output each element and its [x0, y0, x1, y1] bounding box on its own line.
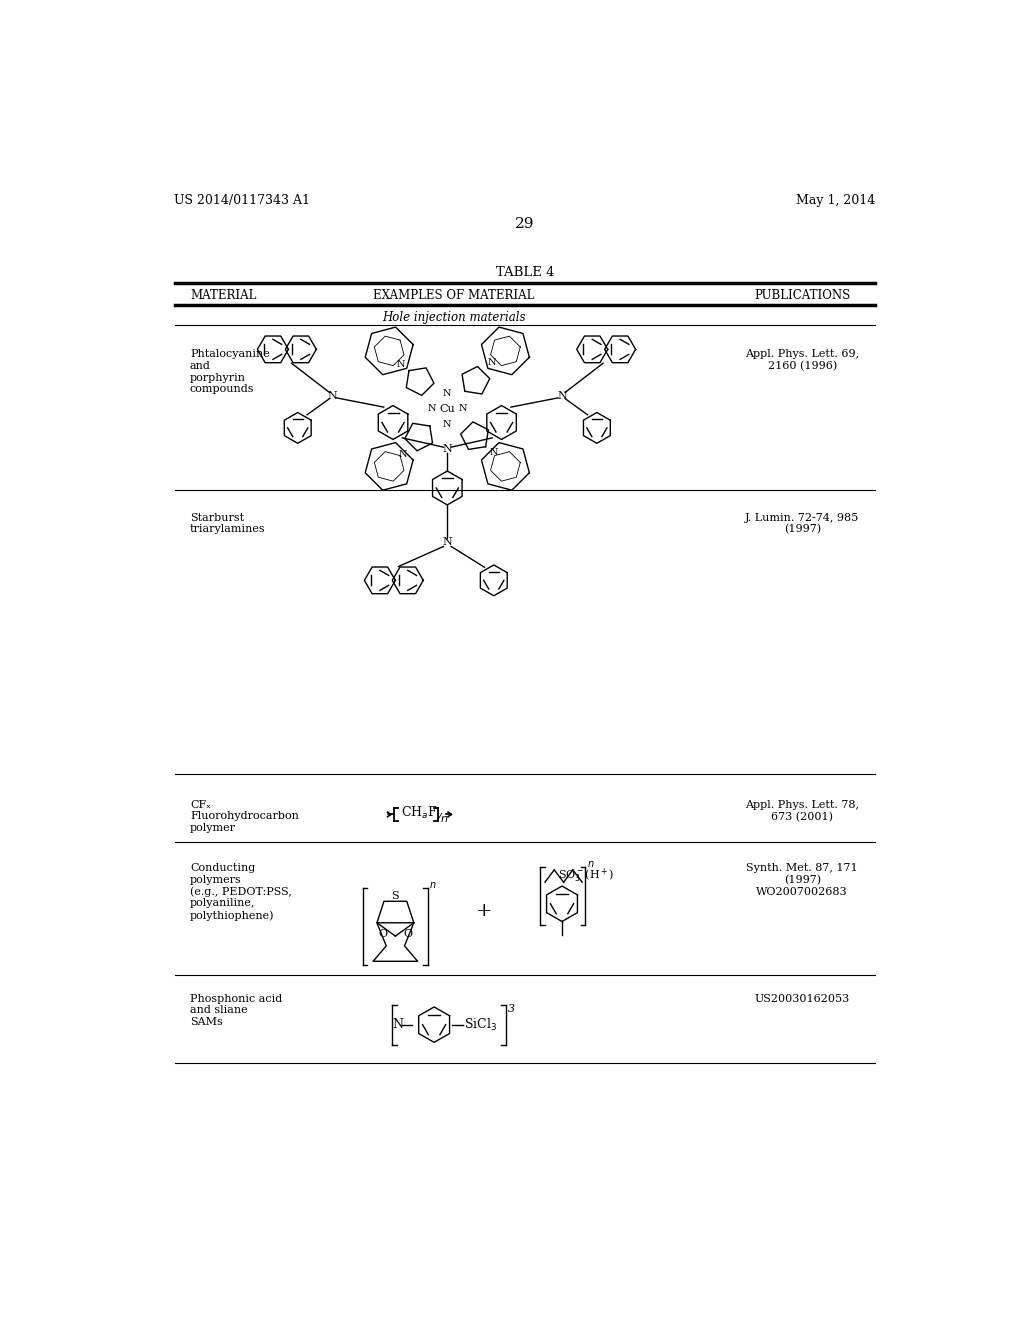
Text: SO$_3^-$(H$^+$): SO$_3^-$(H$^+$) — [558, 867, 614, 886]
Text: N: N — [328, 391, 338, 400]
Text: Cu: Cu — [439, 404, 456, 413]
Text: N: N — [399, 450, 408, 459]
Text: Phtalocyanine
and
porphyrin
compounds: Phtalocyanine and porphyrin compounds — [190, 350, 269, 395]
Text: N: N — [392, 1018, 403, 1031]
Text: Conducting
polymers
(e.g., PEDOT:PSS,
polyaniline,
polythiophene): Conducting polymers (e.g., PEDOT:PSS, po… — [190, 863, 292, 921]
Text: O: O — [403, 928, 413, 939]
Text: PUBLICATIONS: PUBLICATIONS — [754, 289, 850, 302]
Text: US20030162053: US20030162053 — [755, 994, 850, 1003]
Text: N: N — [489, 447, 498, 457]
Text: Starburst
triarylamines: Starburst triarylamines — [190, 512, 265, 535]
Text: CH$_a$F$_y$: CH$_a$F$_y$ — [400, 805, 443, 824]
Text: N: N — [459, 404, 467, 413]
Text: $n$: $n$ — [439, 814, 447, 824]
Text: $n$: $n$ — [587, 859, 594, 869]
Text: +: + — [476, 903, 493, 920]
Text: N: N — [442, 537, 453, 546]
Text: May 1, 2014: May 1, 2014 — [796, 194, 876, 207]
Text: N: N — [396, 360, 406, 370]
Text: $n$: $n$ — [429, 879, 437, 890]
Text: N: N — [443, 420, 452, 429]
Text: Hole injection materials: Hole injection materials — [382, 312, 525, 325]
Text: Synth. Met. 87, 171
(1997)
WO2007002683: Synth. Met. 87, 171 (1997) WO2007002683 — [746, 863, 858, 896]
Text: CFₓ
Fluorohydrocarbon
polymer: CFₓ Fluorohydrocarbon polymer — [190, 800, 299, 833]
Text: 3: 3 — [508, 1005, 515, 1014]
Text: N: N — [443, 389, 452, 397]
Text: O: O — [379, 928, 388, 939]
Text: N: N — [428, 404, 436, 413]
Text: TABLE 4: TABLE 4 — [496, 265, 554, 279]
Text: J. Lumin. 72-74, 985
(1997): J. Lumin. 72-74, 985 (1997) — [745, 512, 859, 535]
Text: Appl. Phys. Lett. 69,
2160 (1996): Appl. Phys. Lett. 69, 2160 (1996) — [745, 350, 859, 371]
Text: Appl. Phys. Lett. 78,
673 (2001): Appl. Phys. Lett. 78, 673 (2001) — [745, 800, 859, 822]
Text: S: S — [391, 891, 399, 902]
Text: US 2014/0117343 A1: US 2014/0117343 A1 — [174, 194, 310, 207]
Text: N: N — [557, 391, 567, 400]
Text: MATERIAL: MATERIAL — [190, 289, 256, 302]
Text: N: N — [487, 358, 496, 367]
Text: N: N — [442, 445, 453, 454]
Text: EXAMPLES OF MATERIAL: EXAMPLES OF MATERIAL — [373, 289, 535, 302]
Text: SiCl$_3$: SiCl$_3$ — [464, 1016, 498, 1032]
Text: Phosphonic acid
and sliane
SAMs: Phosphonic acid and sliane SAMs — [190, 994, 283, 1027]
Text: 29: 29 — [515, 216, 535, 231]
